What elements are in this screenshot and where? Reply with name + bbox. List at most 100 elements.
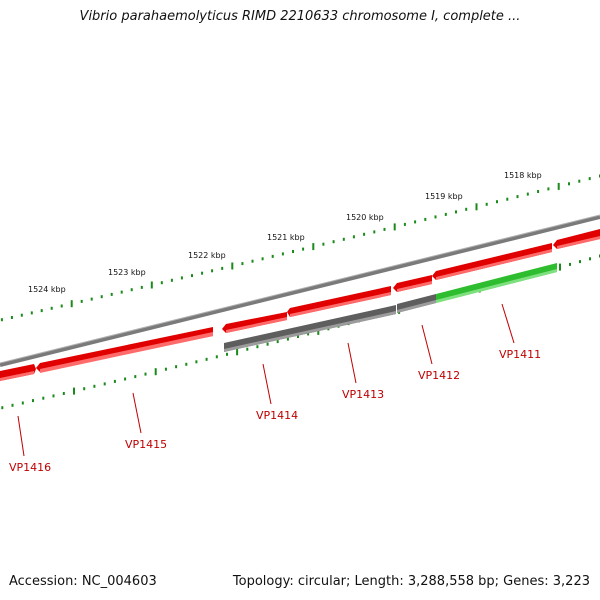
scale-tick [215,355,218,359]
scale-tick [246,347,249,351]
gene-label-vp1416[interactable]: VP1416 [9,461,51,474]
scale-tick [185,362,188,366]
scale-tick [537,190,540,193]
topology-text: Topology: circular; Length: 3,288,558 bp… [232,574,590,589]
scale-tick [455,210,457,214]
scale-tick [52,394,55,398]
scale-label-1518: 1518 kbp [504,171,542,180]
scale-tick [170,278,173,282]
scale-tick [475,203,478,211]
genome-backbone [0,215,600,367]
scale-tick [164,367,167,371]
gene-label-vp1413[interactable]: VP1413 [342,388,384,401]
scale-tick [547,187,550,191]
scale-tick [60,304,63,308]
scale-tick [526,192,529,196]
scale-tick [226,352,228,356]
map-title: Vibrio parahaemolyticus RIMD 2210633 chr… [79,9,521,24]
scale-tick [10,316,13,319]
scale-label-1524: 1524 kbp [28,285,66,294]
scale-tick [21,401,24,405]
scale-tick [414,220,417,224]
scale-tick [465,207,468,211]
scale-label-1522: 1522 kbp [188,251,226,260]
gene-label-vp1412[interactable]: VP1412 [418,369,460,382]
scale-tick [485,202,488,206]
scale-tick [201,271,204,275]
scale-tick [256,345,259,349]
scale-tick [363,232,366,236]
scale-tick [40,309,43,313]
gene-label-vp1414[interactable]: VP1414 [256,409,298,422]
scale-tick [100,295,103,299]
scale-tick [211,269,214,273]
scale-tick [160,281,163,285]
reverse-strand-genes [224,263,557,352]
scale-tick [62,392,65,395]
scale-tick [134,375,137,379]
scale-tick [30,311,33,315]
scale-tick [322,242,325,246]
scale-tick [154,368,157,376]
scale-tick [403,222,406,226]
scale-tick [579,260,581,264]
scale-tick [281,252,284,256]
scale-tick [444,212,447,216]
scale-tick [276,340,279,344]
scale-tick [70,300,73,308]
scale-tick [271,254,274,258]
scale-tick [516,195,519,199]
scale-tick [332,240,335,244]
gene-label-vp1411[interactable]: VP1411 [499,348,541,361]
scale-tick [568,182,570,186]
scale-tick [559,263,561,271]
scale-tick [42,396,45,400]
scale-tick [221,266,224,270]
scale-tick [496,200,498,204]
scale-tick [180,276,183,280]
scale-tick [352,235,355,239]
accession-text: Accession: NC_004603 [9,574,157,589]
scale-tick [144,372,147,376]
scale-tick [251,259,254,263]
scale-tick [0,318,3,322]
scale-tick [261,257,264,261]
scale-tick [73,387,75,395]
scale-tick [434,215,437,219]
gene-label-leaders [17,303,515,457]
scale-tick [569,262,571,266]
scale-tick [588,177,591,181]
gene-label-vp1415[interactable]: VP1415 [125,438,167,451]
forward-strand-genes [0,229,600,381]
scale-tick [113,379,116,383]
scale-tick [266,342,269,346]
scale-tick [32,399,34,403]
scale-tick [231,262,234,270]
scale-label-1520: 1520 kbp [346,213,384,222]
scale-tick [383,227,386,231]
scale-ticks-outer [0,174,600,322]
scale-tick [90,297,93,301]
scale-tick [424,217,427,221]
scale-tick [578,179,581,183]
scale-tick [20,313,23,317]
scale-tick [317,327,320,335]
scale-tick [241,262,244,266]
scale-label-1519: 1519 kbp [425,192,463,201]
scale-tick [191,274,193,278]
scale-tick [506,197,509,201]
scale-label-1521: 1521 kbp [267,233,305,242]
scale-tick [110,292,113,296]
scale-tick [103,382,106,386]
gene-arrow-next[interactable] [553,229,600,249]
scale-tick [205,357,208,361]
scale-tick [302,247,305,251]
scale-tick [120,290,123,294]
scale-tick [589,257,591,261]
scale-tick [83,387,86,391]
scale-tick [286,337,289,341]
scale-tick [175,365,178,369]
scale-tick [80,299,83,303]
scale-tick [312,243,315,251]
